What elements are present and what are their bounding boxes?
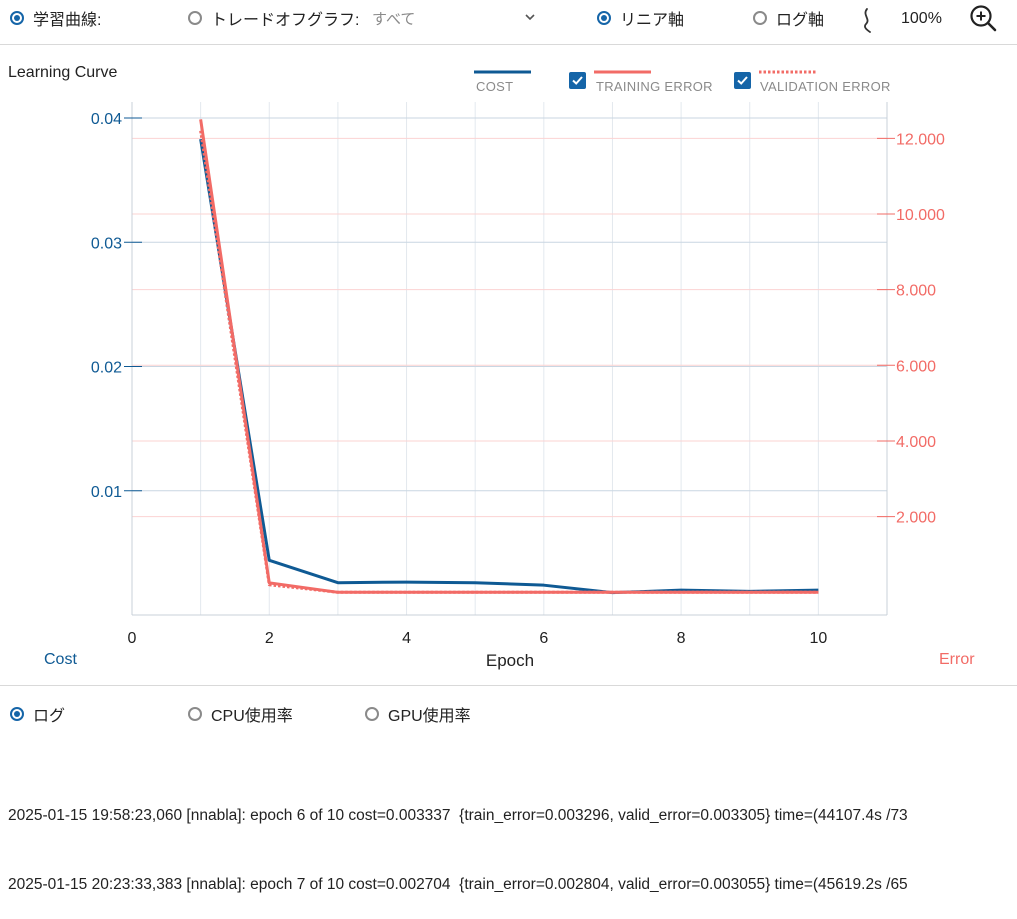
- validation-error-checkbox[interactable]: [734, 72, 751, 89]
- chart-grid: [132, 102, 887, 615]
- error-tick-label: 4.000: [896, 434, 936, 451]
- training-error-series-line: [199, 119, 819, 594]
- radio-checked-icon: [10, 11, 24, 25]
- filter-select[interactable]: すべて: [372, 8, 537, 28]
- learning-curve-label: 学習曲線:: [33, 12, 102, 29]
- filter-select-value: すべて: [372, 11, 416, 28]
- legend-validation-error-swatch: [759, 70, 816, 74]
- cost-tick-label: 0.01: [91, 484, 122, 501]
- error-tick-label: 6.000: [896, 358, 936, 375]
- radio-unchecked-icon: [753, 11, 767, 25]
- training-error-checkbox[interactable]: [569, 72, 586, 89]
- radio-checked-icon: [597, 11, 611, 25]
- epoch-tick-label: 8: [677, 630, 686, 647]
- log-axis-radio[interactable]: ログ軸: [753, 8, 825, 29]
- error-tick-label: 10.000: [896, 207, 945, 224]
- error-tick-label: 8.000: [896, 283, 936, 300]
- cost-axis-label: Cost: [44, 651, 77, 668]
- error-tick-label: 12.000: [896, 131, 945, 148]
- epoch-axis-label: Epoch: [486, 651, 534, 670]
- cpu-usage-radio[interactable]: CPU使用率: [188, 704, 293, 725]
- checkmark-icon: [572, 76, 583, 85]
- chevron-down-icon: [525, 14, 535, 21]
- training-log[interactable]: 2025-01-15 19:58:23,060 [nnabla]: epoch …: [8, 758, 1017, 919]
- cost-tick-label: 0.04: [91, 111, 122, 128]
- zoom-level: 100%: [901, 10, 942, 27]
- error-axis-label: Error: [939, 651, 975, 668]
- cpu-usage-label: CPU使用率: [211, 708, 293, 725]
- cost-series-line: [199, 138, 819, 595]
- chart-series: [199, 119, 819, 595]
- epoch-tick-label: 0: [128, 630, 137, 647]
- radio-unchecked-icon: [188, 11, 202, 25]
- panel-divider: [0, 685, 1017, 686]
- epoch-tick-label: 4: [402, 630, 411, 647]
- log-line: 2025-01-15 19:58:23,060 [nnabla]: epoch …: [8, 807, 908, 824]
- epoch-tick-label: 10: [809, 630, 827, 647]
- log-radio[interactable]: ログ: [10, 704, 66, 725]
- radio-unchecked-icon: [365, 707, 379, 721]
- epoch-tick-label: 6: [539, 630, 548, 647]
- checkmark-icon: [737, 76, 748, 85]
- gpu-usage-radio[interactable]: GPU使用率: [365, 704, 471, 725]
- chart-title: Learning Curve: [8, 64, 118, 81]
- chart-axes: 0.01 0.02 0.03 0.04 2.000 4.000 6.000 8.000 10.0…: [91, 102, 945, 670]
- tradeoff-graph-label: トレードオフグラフ:: [211, 12, 360, 29]
- graph-toolbar: 学習曲線: トレードオフグラフ: すべて リニア軸 ログ軸 100%: [0, 0, 1017, 45]
- epoch-tick-label: 2: [265, 630, 274, 647]
- learning-curve-chart: 0.01 0.02 0.03 0.04 2.000 4.000 6.000 8.000 10.0…: [91, 102, 945, 670]
- radio-unchecked-icon: [188, 707, 202, 721]
- legend-training-error-swatch: [594, 70, 651, 74]
- zoom-in-icon[interactable]: [968, 3, 998, 33]
- tradeoff-graph-radio[interactable]: トレードオフグラフ:: [188, 8, 360, 29]
- legend-cost-label: COST: [476, 79, 514, 94]
- linear-axis-label: リニア軸: [620, 12, 685, 29]
- smoothing-icon[interactable]: [858, 6, 876, 34]
- linear-axis-radio[interactable]: リニア軸: [597, 8, 685, 29]
- legend-validation-error-label: VALIDATION ERROR: [760, 79, 891, 94]
- validation-error-series-line: [199, 130, 819, 594]
- log-line: 2025-01-15 20:23:33,383 [nnabla]: epoch …: [8, 876, 908, 893]
- log-axis-label: ログ軸: [776, 12, 825, 29]
- cost-tick-label: 0.03: [91, 235, 122, 252]
- legend-cost-swatch: [474, 70, 531, 74]
- log-radio-label: ログ: [33, 708, 66, 725]
- error-tick-label: 2.000: [896, 510, 936, 527]
- radio-checked-icon: [10, 707, 24, 721]
- gpu-usage-label: GPU使用率: [388, 708, 471, 725]
- cost-tick-label: 0.02: [91, 360, 122, 377]
- learning-curve-radio[interactable]: 学習曲線:: [10, 8, 102, 29]
- legend-training-error-label: TRAINING ERROR: [596, 79, 713, 94]
